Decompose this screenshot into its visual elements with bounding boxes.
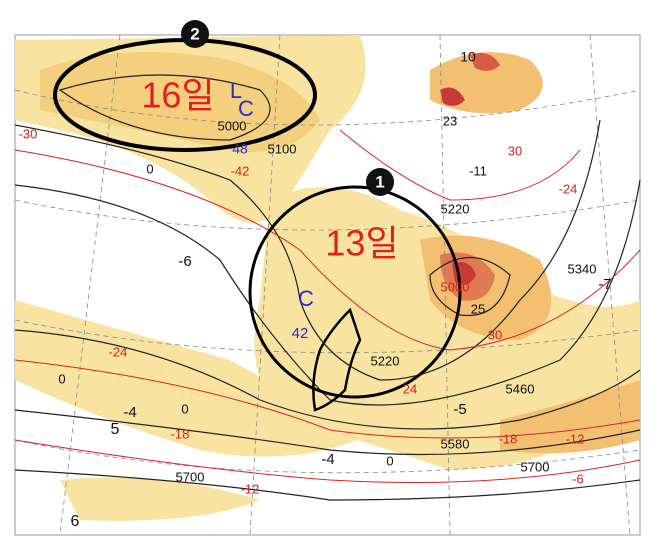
map-label: 5100 <box>268 141 297 156</box>
map-label: 48 <box>232 141 248 157</box>
shading <box>15 35 640 521</box>
map-label: -18 <box>499 431 518 446</box>
highlight-circle <box>248 185 462 399</box>
map-label: 5580 <box>441 436 470 451</box>
map-label: L <box>230 78 242 103</box>
date-label: 16일 <box>141 75 214 116</box>
map-label: -4 <box>123 404 136 421</box>
map-label: -12 <box>241 481 260 496</box>
map-label: -11 <box>469 163 487 178</box>
map-label: 5340 <box>568 261 597 276</box>
map-label: 5700 <box>521 459 550 474</box>
map-label: -6 <box>178 253 191 270</box>
map-label: 30 <box>488 327 502 342</box>
map-label: 5700 <box>176 469 205 484</box>
map-label: -24 <box>109 344 128 359</box>
map-label: 5220 <box>371 353 400 368</box>
contours <box>14 74 641 501</box>
date-label: 13일 <box>325 223 398 264</box>
map-label: 0 <box>386 453 393 468</box>
marker-number: 1 <box>375 172 384 191</box>
map-label: 6 <box>71 513 80 530</box>
map-label: -7 <box>598 276 611 293</box>
map-label: 0 <box>181 401 188 416</box>
map-label: -12 <box>566 431 585 446</box>
map-label: 30 <box>508 143 522 158</box>
map-label: -6 <box>572 471 584 486</box>
map-label: 5000 <box>441 279 470 294</box>
map-label: C <box>238 96 254 121</box>
marker-badge <box>181 20 209 48</box>
map-label: 0 <box>58 371 65 386</box>
marker-number: 2 <box>190 24 199 43</box>
map-label: 24 <box>403 381 417 396</box>
map-label: -5 <box>453 401 466 418</box>
map-label: -18 <box>171 426 190 441</box>
contour-labels: LC48C42500050005100522052205340546055805… <box>19 49 612 531</box>
map-label: 5220 <box>441 201 470 216</box>
map-label: 23 <box>443 113 457 128</box>
map-label: 10 <box>460 49 476 65</box>
map-label: 5 <box>111 421 120 438</box>
map-label: C <box>298 286 314 311</box>
marker-badge <box>366 168 394 196</box>
map-label: 5000 <box>218 118 247 133</box>
map-label: -24 <box>559 181 578 196</box>
map-label: -30 <box>19 126 38 141</box>
map-label: -42 <box>231 163 250 178</box>
map-label: 5460 <box>506 381 535 396</box>
map-label: 0 <box>146 161 153 176</box>
map-label: 25 <box>471 301 485 316</box>
map-label: 42 <box>292 325 309 342</box>
map-label: -4 <box>321 451 334 468</box>
